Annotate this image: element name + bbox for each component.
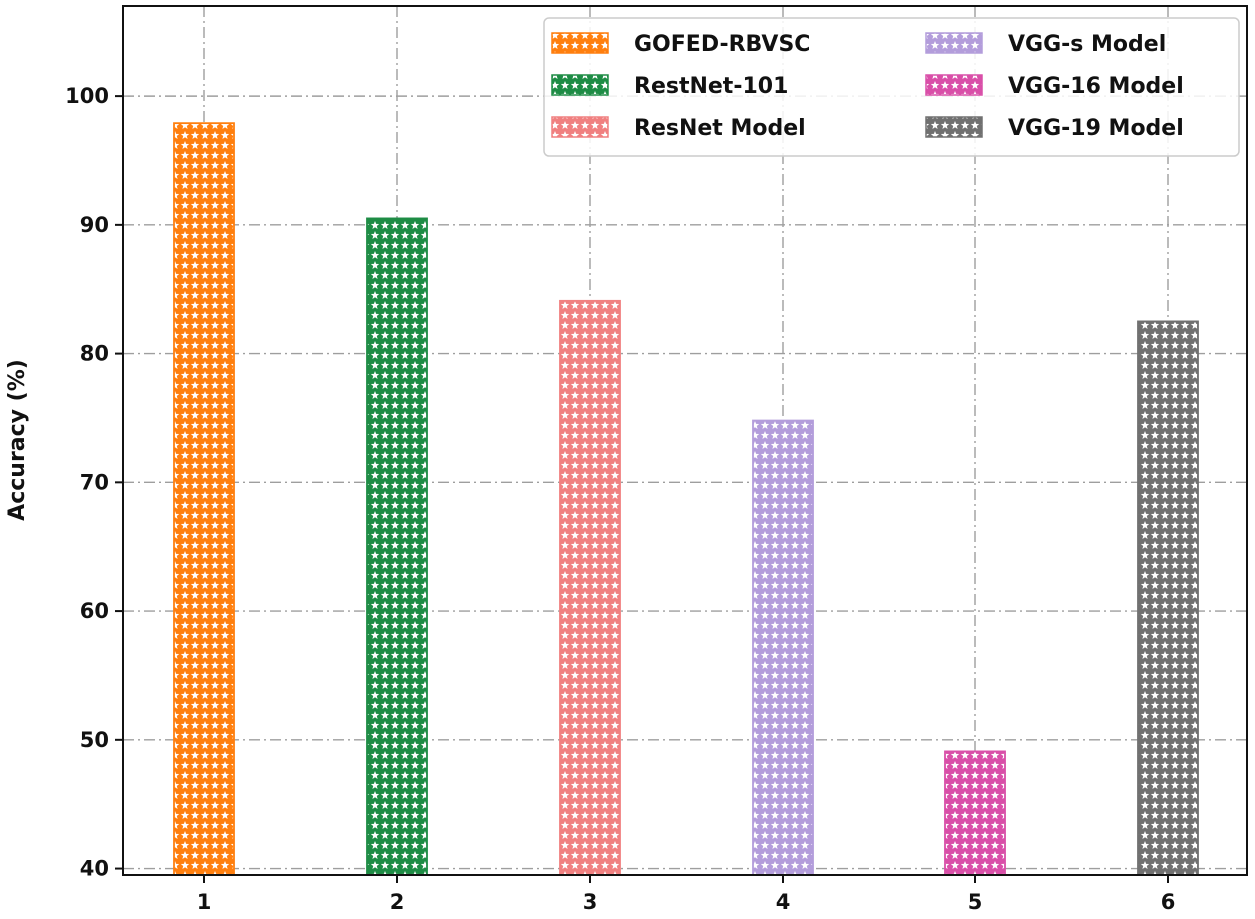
y-axis-label: Accuracy (%) xyxy=(5,359,30,521)
legend-swatch-5 xyxy=(925,74,983,96)
legend-swatch-3 xyxy=(551,116,609,138)
legend-label-1: GOFED-RBVSC xyxy=(634,32,810,57)
x-tick-label: 2 xyxy=(390,890,405,914)
bar-3 xyxy=(559,299,621,876)
plot-frame xyxy=(122,5,1248,876)
legend-label-2: RestNet-101 xyxy=(634,74,788,99)
bars-layer xyxy=(173,122,1199,876)
bar-6 xyxy=(1137,320,1199,876)
x-tick-label: 4 xyxy=(776,890,791,914)
y-tick-label: 100 xyxy=(65,84,109,108)
bar-1 xyxy=(173,122,235,876)
legend-label-3: ResNet Model xyxy=(634,116,806,141)
y-tick-label: 90 xyxy=(80,213,109,237)
bar-5 xyxy=(944,750,1006,876)
x-tick-label: 6 xyxy=(1161,890,1176,914)
x-tick-label: 3 xyxy=(583,890,598,914)
y-tick-label: 60 xyxy=(80,599,109,623)
y-tick-label: 80 xyxy=(80,342,109,366)
y-tick-label: 40 xyxy=(80,857,109,881)
y-tick-label: 70 xyxy=(80,470,109,494)
bar-4 xyxy=(752,419,814,876)
x-tick-label: 1 xyxy=(197,890,212,914)
legend-box xyxy=(543,17,1240,157)
legend-swatch-2 xyxy=(551,74,609,96)
x-tick-label: 5 xyxy=(968,890,983,914)
legend-swatch-4 xyxy=(925,32,983,54)
legend: GOFED-RBVSC RestNet-101 ResNet Model VGG-s … xyxy=(543,17,1240,157)
legend-label-5: VGG-16 Model xyxy=(1008,74,1184,99)
legend-swatch-1 xyxy=(551,32,609,54)
axis-layer: 40 50 60 70 80 90 100 1 2 3 4 5 6 xyxy=(65,84,1175,914)
legend-label-4: VGG-s Model xyxy=(1008,32,1166,57)
legend-label-6: VGG-19 Model xyxy=(1008,116,1184,141)
bar-2 xyxy=(366,217,428,876)
legend-swatch-6 xyxy=(925,116,983,138)
y-tick-label: 50 xyxy=(80,728,109,752)
